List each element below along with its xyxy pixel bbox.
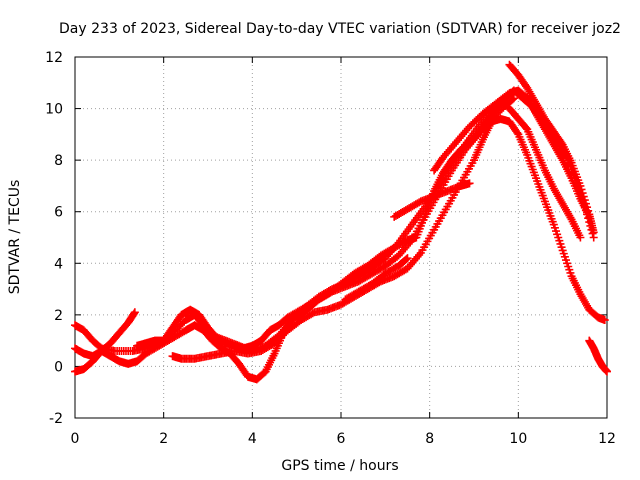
series-track-3 [71,94,518,384]
data-point [565,265,574,274]
tick-labels: 0 2 4 6 8 10 12 -2 0 2 4 6 8 10 12 [45,50,616,447]
y-axis-label: SDTVAR / TECUs [7,180,23,295]
x-tick-label: 12 [598,431,616,447]
series-track-8 [430,86,594,221]
data-point [560,252,569,261]
x-axis-label: GPS time / hours [281,458,398,474]
series-track-9 [505,60,598,237]
chart-title: Day 233 of 2023, Sidereal Day-to-day VTE… [59,21,621,37]
series-track-2 [71,308,139,361]
data-point [600,316,609,325]
y-tick-label: 2 [54,308,63,324]
data-point [549,220,558,229]
data-point [584,206,593,215]
grid [75,57,607,418]
data-point [579,192,588,201]
x-tick-label: 6 [337,431,346,447]
data-point [581,199,590,208]
data-point [576,233,585,242]
data-point [577,185,586,194]
data-marks [71,60,611,384]
x-tick-label: 4 [248,431,257,447]
data-point [564,262,573,271]
data-point [583,203,592,212]
data-point [557,243,566,252]
data-point [578,189,587,198]
data-point [509,94,518,103]
data-point [576,181,585,190]
data-point [402,255,411,264]
y-tick-label: 0 [54,359,63,375]
x-tick-label: 10 [509,431,527,447]
data-point [603,367,611,376]
x-tick-label: 0 [71,431,80,447]
data-point [566,268,575,277]
data-point [563,259,572,268]
series-track-5 [168,114,609,363]
axis-ticks [74,56,608,419]
series-track-6 [341,254,412,304]
data-point [558,246,567,255]
series-track-1 [71,96,585,355]
data-point [130,309,139,318]
series-track-7 [390,179,474,221]
data-point [554,233,563,242]
data-point [552,227,561,236]
y-tick-label: 4 [54,256,63,272]
y-tick-label: -2 [49,411,63,427]
x-tick-label: 8 [425,431,434,447]
data-point [556,239,565,248]
y-tick-label: 10 [45,102,63,118]
y-tick-label: 12 [45,50,63,66]
y-tick-label: 6 [54,205,63,221]
data-point [465,179,474,188]
data-point [508,95,517,104]
data-point [589,228,598,237]
y-tick-label: 8 [54,153,63,169]
x-tick-label: 2 [159,431,168,447]
data-point [580,196,589,205]
series-track-10 [585,336,611,376]
data-point [555,236,564,245]
data-point [559,249,568,258]
data-point [403,254,412,263]
data-point [550,223,559,232]
data-point [553,230,562,239]
data-point [130,308,139,317]
data-point [561,256,570,265]
